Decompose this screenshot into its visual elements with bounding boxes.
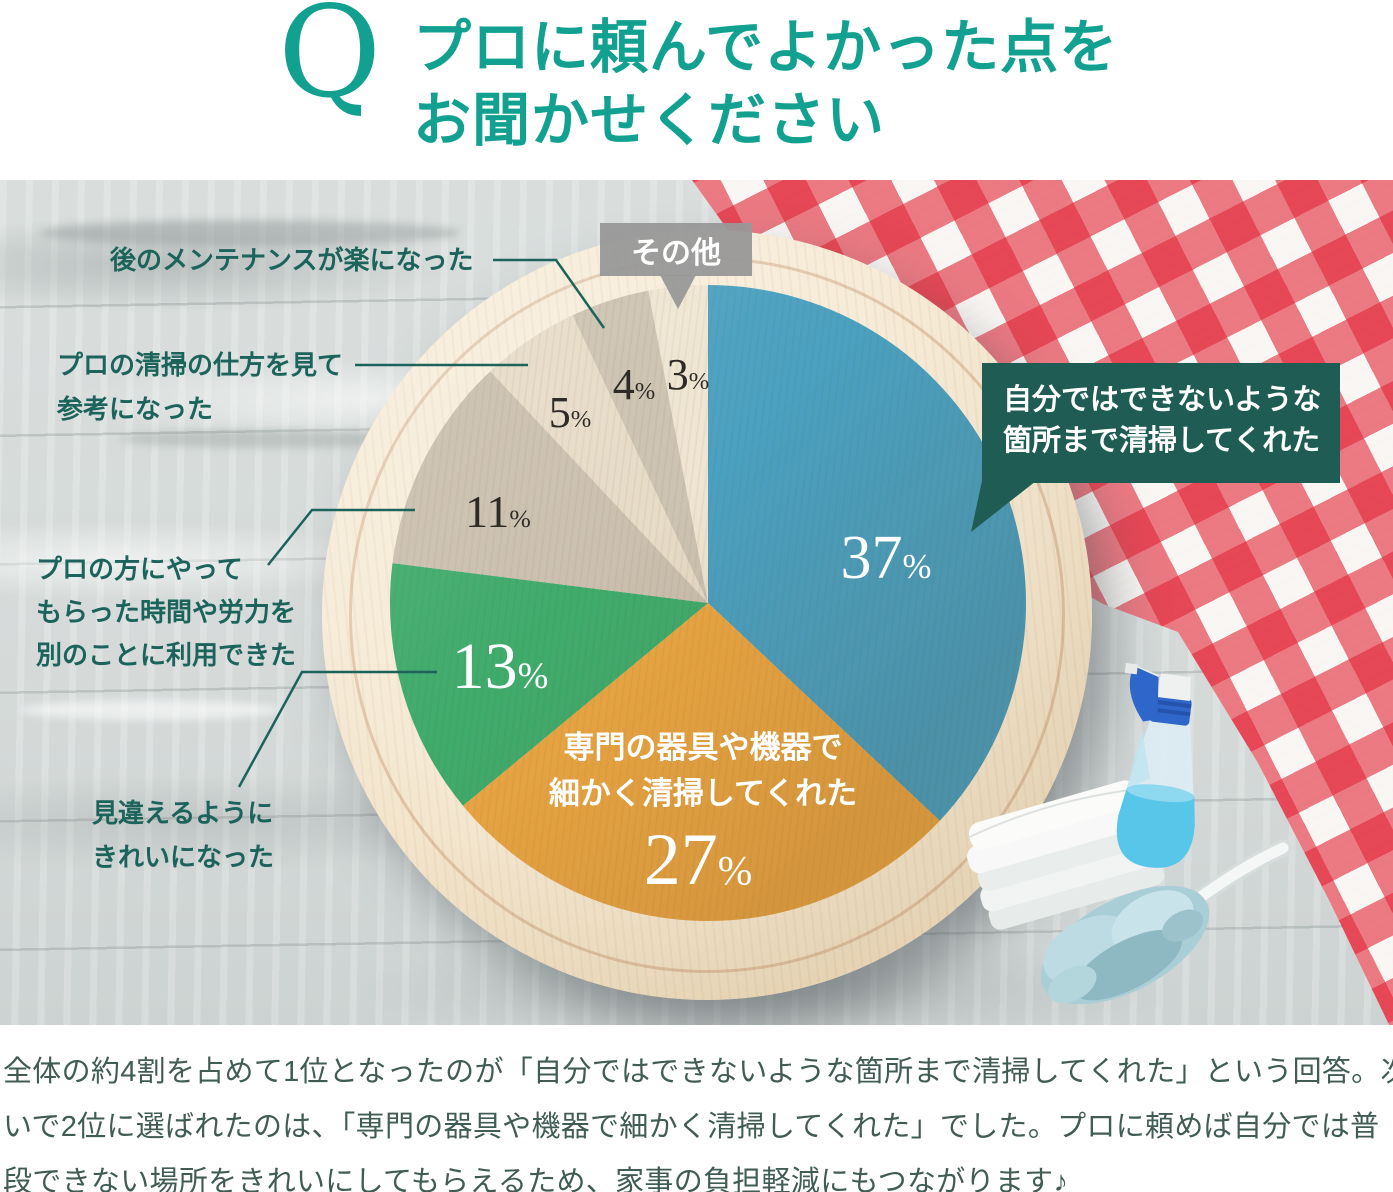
title-line-1: プロに頼んでよかった点を: [413, 15, 1119, 80]
label-maintenance: 後のメンテナンスが楽になった: [110, 238, 473, 282]
percent-label-27: 27%: [643, 819, 753, 901]
pie-slice-37pct: [708, 285, 1027, 821]
label-line: きれいになった: [92, 842, 275, 872]
footer: 全体の約4割を占めて1位となったのが「自分ではできないような箇所まで清掃してくれ…: [0, 1025, 1393, 1192]
callout-line-maintenance: [493, 258, 606, 329]
label-line: もらった時間や労力を: [36, 597, 297, 627]
spray-bottle-icon: [1116, 662, 1195, 868]
pie-slice-5pct: [490, 315, 708, 603]
summary-line-3: 段できない場所をきれいにしてもらえるため、家事の負担軽減にもつながります♪: [3, 1166, 1069, 1192]
callout-line-clean: [237, 670, 437, 788]
label-line: 参考になった: [57, 394, 214, 424]
sonota-box-tail: [660, 275, 696, 309]
callout-lines: [237, 258, 1036, 788]
label-line: 見違えるように: [92, 798, 274, 828]
label-line: プロの方にやって: [36, 554, 243, 584]
floor-smudge: [40, 220, 460, 246]
orange-slice-caption: 専門の器具や機器で 細かく清掃してくれた: [549, 725, 857, 817]
folded-towels-icon: [966, 780, 1165, 930]
floor-smudge: [120, 430, 420, 448]
sonota-label-box: その他: [600, 223, 752, 276]
top-answer-callout-box: 自分ではできないような 箇所まで清掃してくれた: [982, 363, 1340, 483]
sonota-label: その他: [631, 236, 721, 270]
page-title: プロに頼んでよかった点を お聞かせください: [413, 11, 1118, 157]
label-line: 別のことに利用できた: [36, 640, 297, 670]
summary-line-1: 全体の約4割を占めて1位となったのが「自分ではできないような箇所まで清掃してくれ…: [3, 1056, 1393, 1088]
floor-highlight: [20, 700, 280, 720]
percent-label-13: 13%: [451, 630, 549, 703]
orange-caption-line-2: 細かく清掃してくれた: [548, 776, 858, 811]
label-line: 後のメンテナンスが楽になった: [110, 245, 474, 275]
pie-slice-27pct: [463, 603, 940, 921]
pie-slice-4pct: [572, 290, 708, 603]
pie-chart: [389, 284, 1027, 921]
percent-label-11: 11%: [465, 486, 531, 537]
title-line-2: お聞かせください: [413, 88, 886, 153]
pie-slice-11pct: [392, 371, 708, 603]
label-line: プロの清掃の仕方を見て: [57, 350, 344, 380]
summary-paragraph: 全体の約4割を占めて1位となったのが「自分ではできないような箇所まで清掃してくれ…: [3, 1045, 1393, 1192]
callout-line-time: [267, 508, 415, 566]
photo-section: 37% 27% 13% 11% 5% 4% 3% 専門の器具や機器で 細かく清掃してくれた …: [0, 180, 1393, 1025]
percent-label-4: 4%: [612, 360, 656, 409]
summary-line-2: いで2位に選ばれたのは、「専門の器具や機器で細かく清掃してくれた」でした。プロに…: [3, 1111, 1380, 1143]
percent-label-5: 5%: [548, 388, 592, 437]
label-looks-clean: 見違えるように きれいになった: [92, 791, 274, 879]
percent-label-3: 3%: [666, 350, 710, 399]
label-time-labor: プロの方にやって もらった時間や労力を 別のことに利用できた: [36, 548, 296, 677]
answer-line-1: 自分ではできないような: [1003, 384, 1322, 416]
percent-label-37: 37%: [840, 524, 932, 592]
duster-icon: [1040, 839, 1292, 1005]
answer-line-2: 箇所まで清掃してくれた: [1003, 425, 1321, 457]
pie-slices: [389, 284, 1027, 921]
orange-caption-line-1: 専門の器具や機器で: [563, 730, 843, 765]
answer-box-tail: [971, 481, 1036, 532]
question-mark: Q: [278, 0, 382, 126]
cleaning-objects: [966, 662, 1292, 1005]
label-reference: プロの清掃の仕方を見て 参考になった: [57, 343, 343, 431]
pie-slice-13pct: [389, 563, 708, 806]
header: Q プロに頼んでよかった点を お聞かせください: [0, 0, 1393, 180]
pie-slice-3pct: [648, 284, 708, 603]
